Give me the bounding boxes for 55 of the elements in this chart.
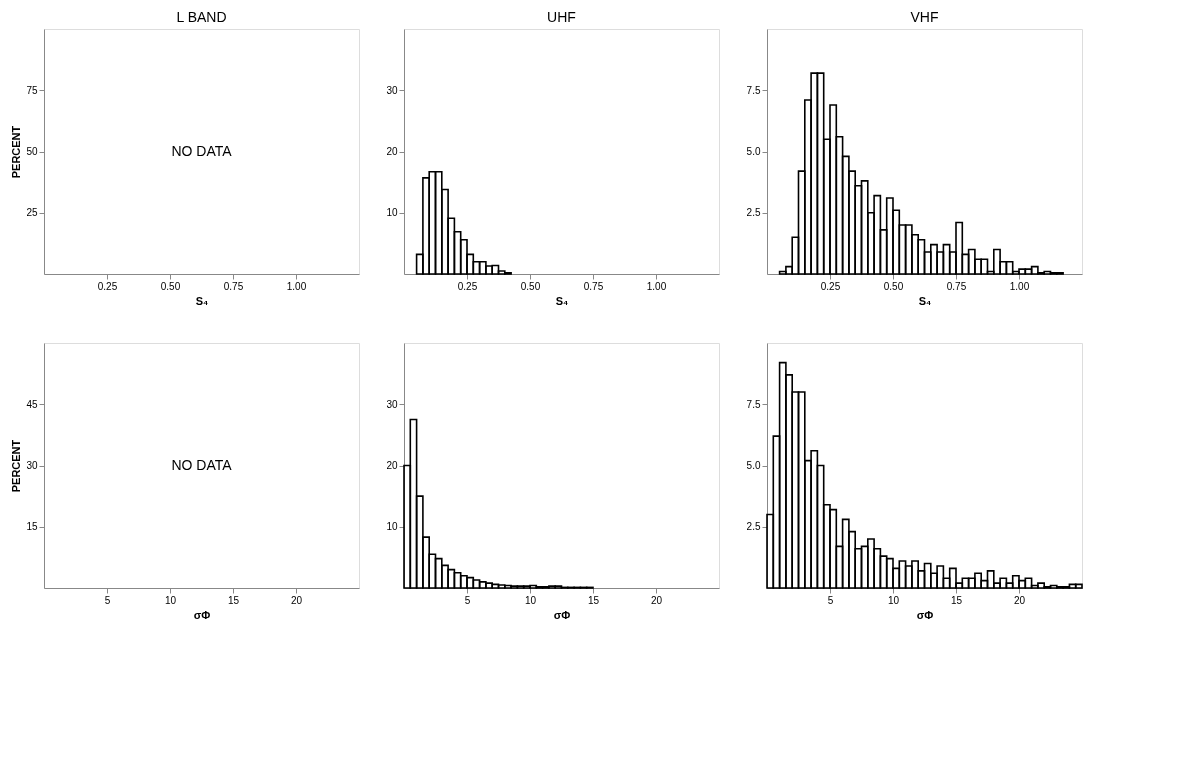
x-tick-label: 15 bbox=[227, 594, 240, 606]
x-axis-title: S₄ bbox=[555, 294, 569, 307]
y-tick-label: 15 bbox=[26, 521, 38, 533]
x-tick-label: 5 bbox=[104, 594, 111, 606]
y-tick-label: 45 bbox=[26, 398, 38, 410]
y-tick-label: 30 bbox=[26, 460, 38, 471]
x-tick-label: 1.00 bbox=[646, 280, 667, 292]
y-axis-title: PERCENT bbox=[10, 439, 23, 493]
y-tick-label: 30 bbox=[386, 84, 398, 96]
y-tick-label: 20 bbox=[386, 460, 398, 471]
y-tick-label: 2.5 bbox=[746, 521, 761, 533]
annotation: NO DATA bbox=[171, 142, 233, 159]
chart-title: UHF bbox=[547, 9, 576, 25]
chart-title: VHF bbox=[910, 9, 939, 25]
x-tick-label: 20 bbox=[1013, 594, 1026, 606]
x-tick-label: 0.50 bbox=[883, 280, 904, 292]
x-tick-label: 0.25 bbox=[820, 280, 841, 292]
x-tick-label: 15 bbox=[950, 594, 963, 606]
x-tick-label: 5 bbox=[464, 594, 471, 606]
x-axis-title: S₄ bbox=[918, 294, 932, 307]
y-tick-label: 5.0 bbox=[746, 460, 761, 471]
x-tick-label: 10 bbox=[887, 594, 900, 606]
x-axis-title: S₄ bbox=[195, 294, 209, 307]
y-tick-label: 50 bbox=[26, 146, 38, 157]
x-tick-label: 1.00 bbox=[286, 280, 307, 292]
y-tick-label: 10 bbox=[386, 207, 398, 219]
y-tick-label: 75 bbox=[26, 84, 38, 96]
y-tick-label: 7.5 bbox=[746, 84, 761, 96]
x-tick-label: 0.75 bbox=[946, 280, 967, 292]
x-axis-title: σΦ bbox=[916, 608, 934, 621]
y-axis-title: PERCENT bbox=[10, 125, 23, 179]
x-tick-label: 0.50 bbox=[520, 280, 541, 292]
x-axis-title: σΦ bbox=[553, 608, 571, 621]
chart-title: L BAND bbox=[176, 9, 227, 25]
x-tick-label: 0.75 bbox=[583, 280, 604, 292]
y-tick-label: 7.5 bbox=[746, 398, 761, 410]
x-tick-label: 1.00 bbox=[1009, 280, 1030, 292]
x-tick-label: 10 bbox=[164, 594, 177, 606]
x-tick-label: 20 bbox=[290, 594, 303, 606]
x-tick-label: 20 bbox=[650, 594, 663, 606]
y-tick-label: 10 bbox=[386, 521, 398, 533]
x-tick-label: 0.50 bbox=[160, 280, 181, 292]
x-tick-label: 0.25 bbox=[457, 280, 478, 292]
y-tick-label: 5.0 bbox=[746, 146, 761, 157]
y-tick-label: 25 bbox=[26, 207, 38, 219]
x-tick-label: 0.25 bbox=[97, 280, 118, 292]
x-tick-label: 10 bbox=[524, 594, 537, 606]
y-tick-label: 20 bbox=[386, 146, 398, 157]
x-tick-label: 5 bbox=[827, 594, 834, 606]
annotation: NO DATA bbox=[171, 456, 233, 473]
x-axis-title: σΦ bbox=[193, 608, 211, 621]
y-tick-label: 2.5 bbox=[746, 207, 761, 219]
x-tick-label: 0.75 bbox=[223, 280, 244, 292]
x-tick-label: 15 bbox=[587, 594, 600, 606]
y-tick-label: 30 bbox=[386, 398, 398, 410]
